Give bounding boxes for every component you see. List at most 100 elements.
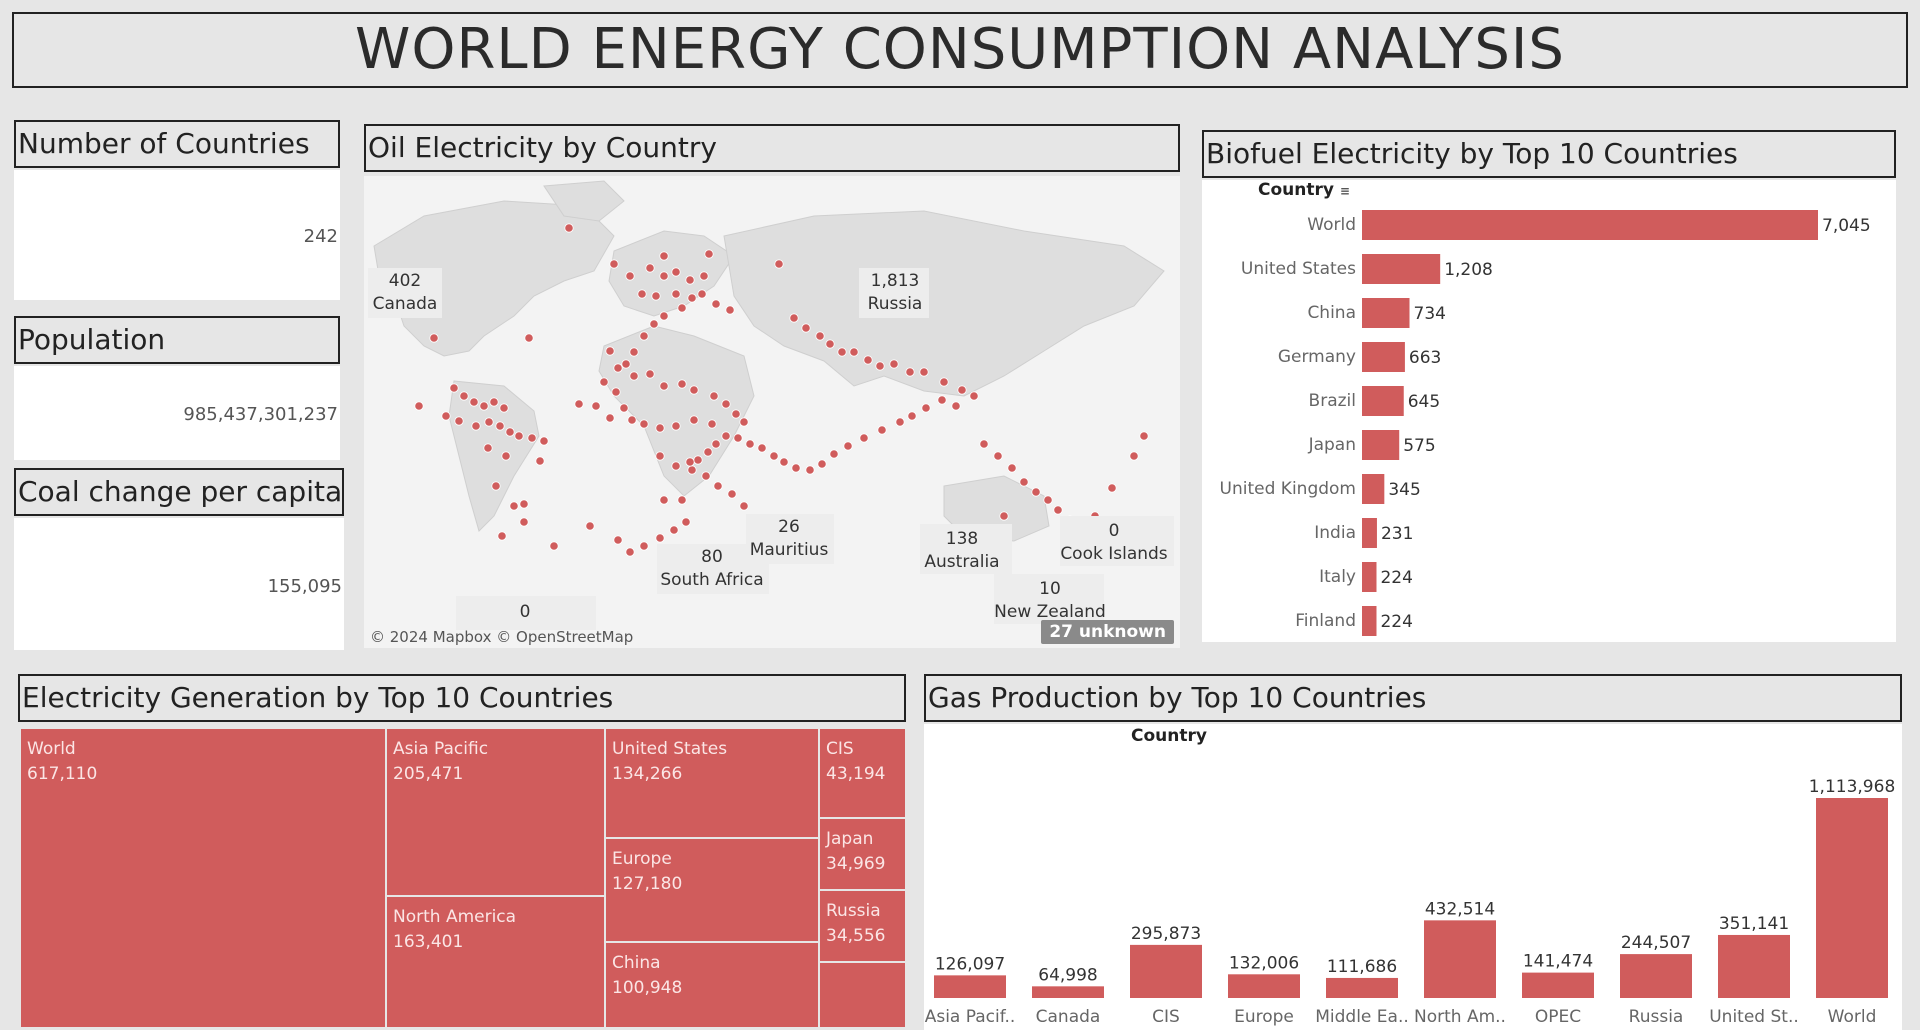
unknown-badge[interactable]: 27 unknown <box>1041 620 1174 644</box>
map-point[interactable] <box>499 403 509 413</box>
map-point[interactable] <box>495 421 505 431</box>
map-point[interactable] <box>957 385 967 395</box>
map-point[interactable] <box>659 271 669 281</box>
map-point[interactable] <box>969 391 979 401</box>
map-point[interactable] <box>689 385 699 395</box>
map-point[interactable] <box>993 451 1003 461</box>
map-point[interactable] <box>843 441 853 451</box>
map-point[interactable] <box>769 451 779 461</box>
map-point[interactable] <box>613 535 623 545</box>
map-point[interactable] <box>774 259 784 269</box>
biofuel-bar[interactable] <box>1362 562 1377 592</box>
map-point[interactable] <box>951 401 961 411</box>
map-point[interactable] <box>704 249 714 259</box>
map-point[interactable] <box>1107 483 1117 493</box>
map-point[interactable] <box>489 397 499 407</box>
map-point[interactable] <box>685 457 695 467</box>
map-point[interactable] <box>1129 451 1139 461</box>
map-point[interactable] <box>689 415 699 425</box>
map-point[interactable] <box>889 359 899 369</box>
map-point[interactable] <box>815 331 825 341</box>
map-point[interactable] <box>687 465 697 475</box>
map-point[interactable] <box>701 471 711 481</box>
map-point[interactable] <box>605 346 615 356</box>
map-point[interactable] <box>677 379 687 389</box>
map-point[interactable] <box>739 501 749 511</box>
map-point[interactable] <box>713 481 723 491</box>
map-point[interactable] <box>649 319 659 329</box>
map-point[interactable] <box>921 403 931 413</box>
map-point[interactable] <box>939 377 949 387</box>
gas-bar[interactable] <box>1620 954 1692 998</box>
map-point[interactable] <box>659 381 669 391</box>
map-point[interactable] <box>789 313 799 323</box>
map-point[interactable] <box>625 547 635 557</box>
map-point[interactable] <box>1031 487 1041 497</box>
map-point[interactable] <box>703 447 713 457</box>
map-point[interactable] <box>739 417 749 427</box>
map-point[interactable] <box>651 291 661 301</box>
treemap-cell-cis[interactable]: CIS 43,194 <box>819 728 906 818</box>
map-point[interactable] <box>905 367 915 377</box>
map-point[interactable] <box>725 305 735 315</box>
map-point[interactable] <box>711 439 721 449</box>
gas-bar[interactable] <box>1424 920 1496 998</box>
map-point[interactable] <box>1019 477 1029 487</box>
map-point[interactable] <box>645 263 655 273</box>
treemap-cell-russia[interactable]: Russia 34,556 <box>819 890 906 962</box>
map-point[interactable] <box>479 401 489 411</box>
map-point[interactable] <box>484 417 494 427</box>
map-point[interactable] <box>659 251 669 261</box>
map-point[interactable] <box>825 339 835 349</box>
map-point[interactable] <box>429 333 439 343</box>
map-point[interactable] <box>524 333 534 343</box>
map-point[interactable] <box>863 355 873 365</box>
map-point[interactable] <box>609 259 619 269</box>
map-point[interactable] <box>1043 495 1053 505</box>
map-point[interactable] <box>599 377 609 387</box>
map-point[interactable] <box>677 495 687 505</box>
map-point[interactable] <box>837 347 847 357</box>
map-point[interactable] <box>805 465 815 475</box>
map-point[interactable] <box>637 289 647 299</box>
map-point[interactable] <box>829 449 839 459</box>
map-point[interactable] <box>459 391 469 401</box>
sort-descending-icon[interactable]: ≡ <box>1339 184 1350 198</box>
gas-bar[interactable] <box>1326 977 1398 998</box>
map-point[interactable] <box>491 481 501 491</box>
map-point[interactable] <box>693 455 703 465</box>
map-point[interactable] <box>791 463 801 473</box>
map-point[interactable] <box>801 323 811 333</box>
gas-bar[interactable] <box>1032 986 1104 998</box>
treemap-cell-asia-pacific[interactable]: Asia Pacific 205,471 <box>386 728 605 896</box>
map-point[interactable] <box>535 456 545 466</box>
map-point[interactable] <box>514 431 524 441</box>
map-point[interactable] <box>895 417 905 427</box>
map-point[interactable] <box>497 531 507 541</box>
biofuel-column-header[interactable]: Country ≡ <box>1258 180 1350 200</box>
map-point[interactable] <box>471 421 481 431</box>
map-point[interactable] <box>685 275 695 285</box>
map-point[interactable] <box>745 439 755 449</box>
map-point[interactable] <box>509 501 519 511</box>
map-point[interactable] <box>519 499 529 509</box>
map-point[interactable] <box>519 517 529 527</box>
biofuel-bar[interactable] <box>1362 342 1405 372</box>
map-point[interactable] <box>585 521 595 531</box>
map-point[interactable] <box>564 223 574 233</box>
treemap-cell-north-america[interactable]: North America 163,401 <box>386 896 605 1028</box>
map-point[interactable] <box>709 391 719 401</box>
map-point[interactable] <box>671 289 681 299</box>
treemap-cell-unlabeled[interactable] <box>819 962 906 1028</box>
map-point[interactable] <box>655 533 665 543</box>
map-point[interactable] <box>677 303 687 313</box>
map-point[interactable] <box>629 371 639 381</box>
map-point[interactable] <box>877 425 887 435</box>
map-point[interactable] <box>979 439 989 449</box>
map-point[interactable] <box>627 415 637 425</box>
map-point[interactable] <box>625 271 635 281</box>
gas-bar[interactable] <box>1718 934 1790 998</box>
map-point[interactable] <box>549 541 559 551</box>
biofuel-bar[interactable] <box>1362 474 1385 504</box>
gas-bar[interactable] <box>1130 944 1202 998</box>
